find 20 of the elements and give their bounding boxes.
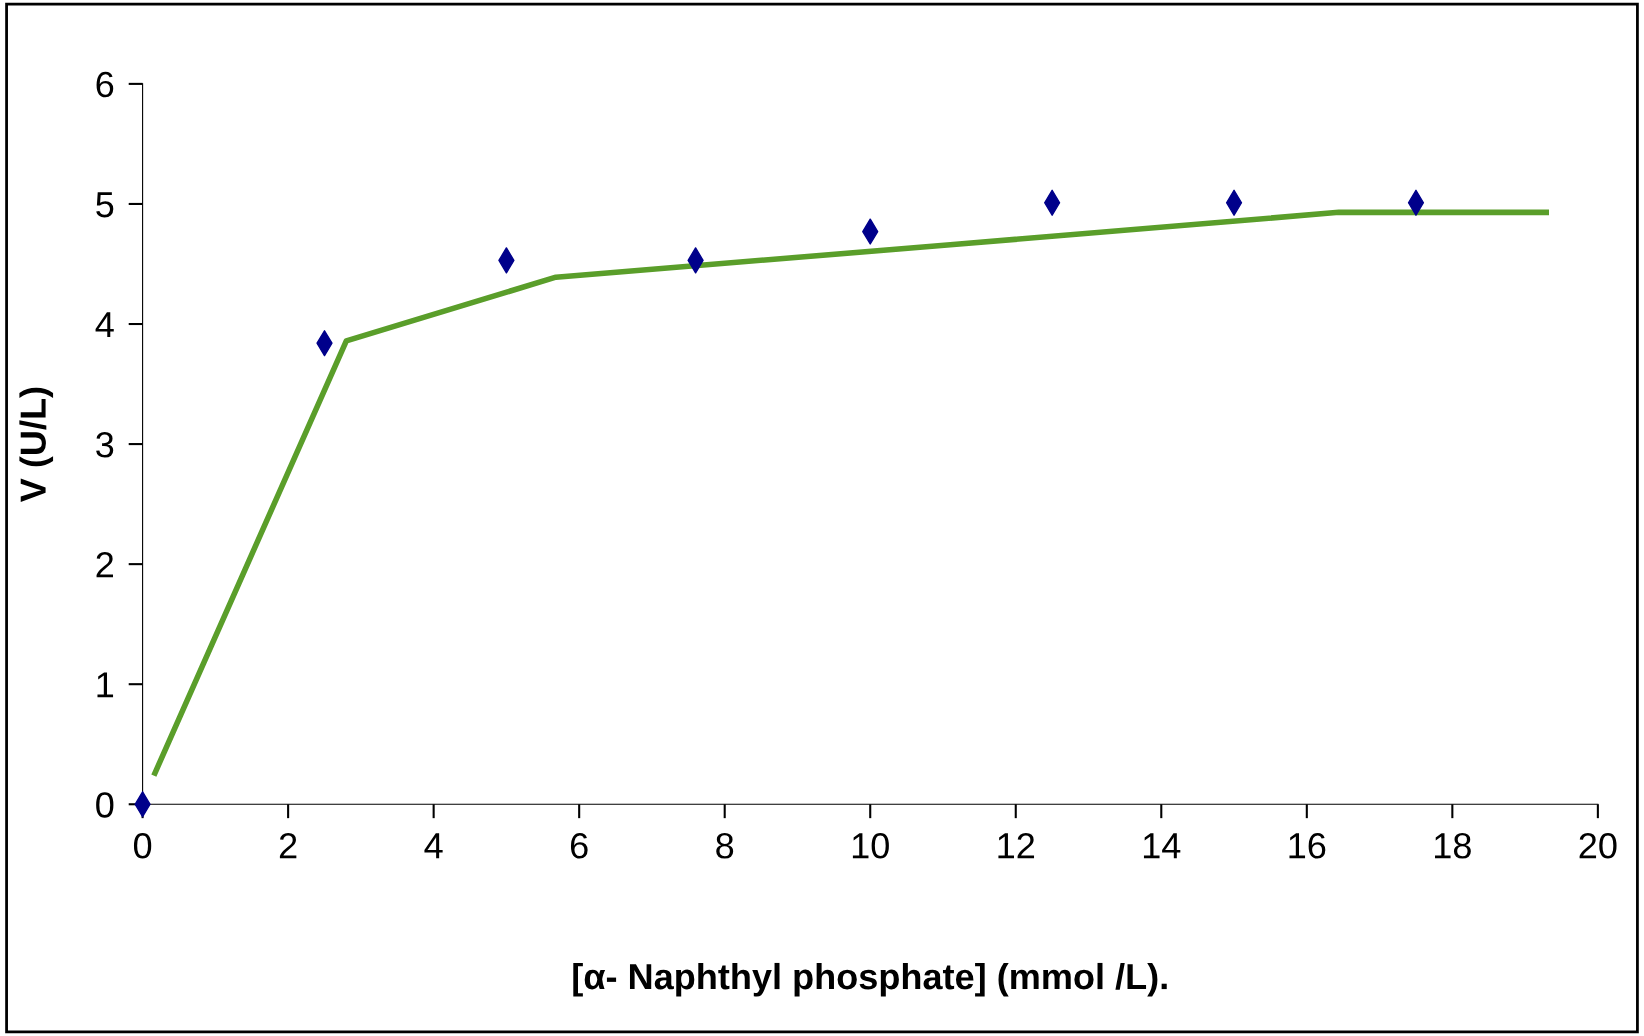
- y-tick-label: 4: [95, 312, 114, 338]
- y-tick-label: 3: [96, 431, 114, 458]
- x-tick-label: 6: [570, 832, 588, 859]
- y-tick-label: 1: [97, 672, 114, 698]
- x-tick-label: 10: [852, 832, 889, 859]
- y-tick-label: 6: [96, 71, 114, 98]
- x-axis-title: [α- Naphthyl phosphate] (mmol /L).: [573, 962, 1167, 997]
- x-tick-label: 14: [1143, 833, 1181, 859]
- y-tick-label: 2: [96, 552, 113, 578]
- x-tick-label: 2: [279, 832, 297, 859]
- y-tick-label: 0: [96, 792, 114, 818]
- x-tick-label: 16: [1289, 832, 1326, 859]
- x-tick-label: 4: [424, 833, 443, 859]
- x-tick-label: 0: [133, 832, 152, 859]
- y-tick-label: 5: [96, 192, 114, 218]
- x-tick-label: 12: [998, 832, 1035, 859]
- x-tick-label: 20: [1579, 832, 1617, 859]
- x-tick-label: 8: [716, 832, 734, 859]
- x-tick-label: 18: [1435, 832, 1471, 859]
- y-axis-title: V (U/L): [19, 387, 54, 502]
